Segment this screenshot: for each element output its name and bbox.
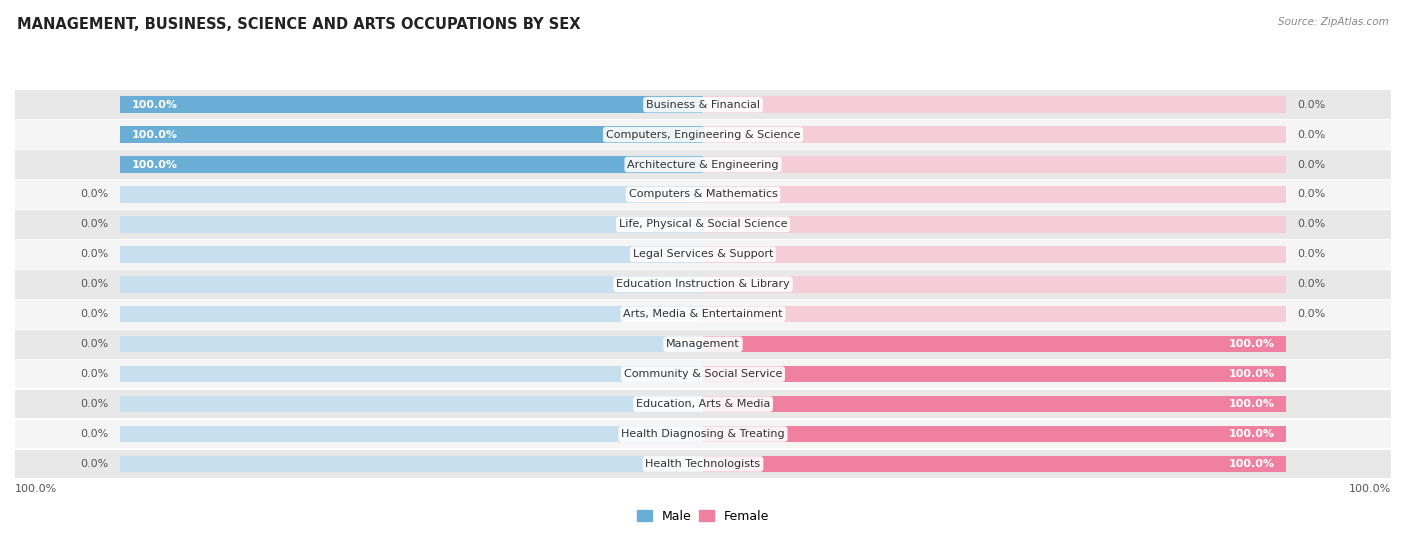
Text: 0.0%: 0.0% <box>1298 249 1326 259</box>
Text: 0.0%: 0.0% <box>1298 220 1326 229</box>
Text: 100.0%: 100.0% <box>132 159 177 169</box>
Text: Computers & Mathematics: Computers & Mathematics <box>628 190 778 200</box>
Bar <box>120 306 703 323</box>
Text: 0.0%: 0.0% <box>1298 280 1326 290</box>
Text: 0.0%: 0.0% <box>80 190 108 200</box>
Bar <box>15 150 1391 179</box>
Text: 0.0%: 0.0% <box>1298 190 1326 200</box>
Text: 0.0%: 0.0% <box>80 459 108 469</box>
Bar <box>120 276 703 292</box>
Text: 0.0%: 0.0% <box>80 280 108 290</box>
Bar <box>120 126 703 143</box>
Text: 100.0%: 100.0% <box>15 484 58 494</box>
Bar <box>15 449 1391 479</box>
Bar <box>703 246 1286 263</box>
Text: 0.0%: 0.0% <box>1298 159 1326 169</box>
Bar <box>15 270 1391 299</box>
Bar <box>703 456 1286 472</box>
Text: 100.0%: 100.0% <box>1229 399 1274 409</box>
Text: Source: ZipAtlas.com: Source: ZipAtlas.com <box>1278 17 1389 27</box>
Bar <box>120 126 703 143</box>
Text: 0.0%: 0.0% <box>80 249 108 259</box>
Bar <box>703 306 1286 323</box>
Bar <box>120 336 703 352</box>
Bar <box>703 126 1286 143</box>
Text: 0.0%: 0.0% <box>80 309 108 319</box>
Bar <box>15 120 1391 149</box>
Bar <box>15 420 1391 448</box>
Bar <box>120 157 703 173</box>
Text: 0.0%: 0.0% <box>80 399 108 409</box>
Bar <box>703 336 1286 352</box>
Text: 100.0%: 100.0% <box>1229 339 1274 349</box>
Text: 0.0%: 0.0% <box>80 220 108 229</box>
Text: 100.0%: 100.0% <box>1229 369 1274 379</box>
Text: 0.0%: 0.0% <box>80 369 108 379</box>
Text: Architecture & Engineering: Architecture & Engineering <box>627 159 779 169</box>
Text: Health Technologists: Health Technologists <box>645 459 761 469</box>
Bar <box>15 360 1391 389</box>
Bar <box>120 366 703 382</box>
Text: 0.0%: 0.0% <box>80 339 108 349</box>
Bar <box>120 157 703 173</box>
Bar <box>120 186 703 203</box>
Bar <box>703 396 1286 413</box>
Bar <box>120 396 703 413</box>
Bar <box>703 456 1286 472</box>
Text: Education Instruction & Library: Education Instruction & Library <box>616 280 790 290</box>
Bar <box>120 216 703 233</box>
Text: 100.0%: 100.0% <box>1229 459 1274 469</box>
Bar <box>15 180 1391 209</box>
Text: Health Diagnosing & Treating: Health Diagnosing & Treating <box>621 429 785 439</box>
Text: Community & Social Service: Community & Social Service <box>624 369 782 379</box>
Bar <box>15 240 1391 269</box>
Bar <box>15 330 1391 358</box>
Bar <box>15 90 1391 119</box>
Bar <box>703 216 1286 233</box>
Text: 100.0%: 100.0% <box>132 130 177 140</box>
Text: MANAGEMENT, BUSINESS, SCIENCE AND ARTS OCCUPATIONS BY SEX: MANAGEMENT, BUSINESS, SCIENCE AND ARTS O… <box>17 17 581 32</box>
Text: Education, Arts & Media: Education, Arts & Media <box>636 399 770 409</box>
Bar <box>703 336 1286 352</box>
Text: Legal Services & Support: Legal Services & Support <box>633 249 773 259</box>
Text: Life, Physical & Social Science: Life, Physical & Social Science <box>619 220 787 229</box>
Bar <box>703 186 1286 203</box>
Text: 100.0%: 100.0% <box>1348 484 1391 494</box>
Bar <box>15 300 1391 329</box>
Text: 100.0%: 100.0% <box>132 100 177 110</box>
Text: Computers, Engineering & Science: Computers, Engineering & Science <box>606 130 800 140</box>
Text: Business & Financial: Business & Financial <box>645 100 761 110</box>
Legend: Male, Female: Male, Female <box>631 505 775 528</box>
Bar <box>703 366 1286 382</box>
Bar <box>703 426 1286 442</box>
Text: 0.0%: 0.0% <box>1298 100 1326 110</box>
Bar <box>703 366 1286 382</box>
Bar <box>120 246 703 263</box>
Text: 0.0%: 0.0% <box>1298 309 1326 319</box>
Text: 0.0%: 0.0% <box>1298 130 1326 140</box>
Text: Management: Management <box>666 339 740 349</box>
Bar <box>703 426 1286 442</box>
Bar <box>120 426 703 442</box>
Bar <box>120 96 703 113</box>
Bar <box>15 210 1391 239</box>
Bar <box>703 396 1286 413</box>
Text: 0.0%: 0.0% <box>80 429 108 439</box>
Bar <box>703 157 1286 173</box>
Bar <box>703 96 1286 113</box>
Bar <box>120 96 703 113</box>
Text: 100.0%: 100.0% <box>1229 429 1274 439</box>
Bar <box>120 456 703 472</box>
Text: Arts, Media & Entertainment: Arts, Media & Entertainment <box>623 309 783 319</box>
Bar <box>703 276 1286 292</box>
Bar <box>15 390 1391 419</box>
